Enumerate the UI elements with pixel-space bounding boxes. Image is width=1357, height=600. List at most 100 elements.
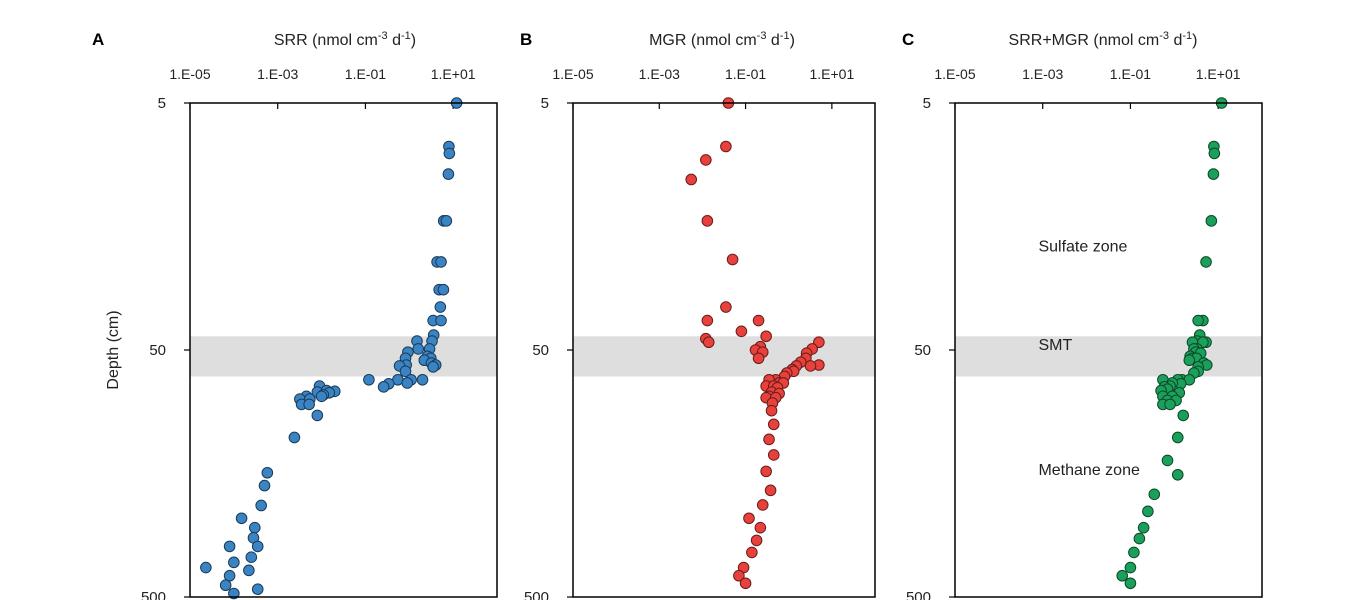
data-point [435, 314, 447, 327]
x-axis-title: MGR (nmol cm-3 d-1) [649, 30, 795, 49]
smt-shaded-band [190, 336, 497, 377]
data-point [1124, 577, 1137, 590]
data-point [767, 418, 780, 431]
data-point [315, 390, 328, 403]
data-point [685, 173, 698, 186]
panel-b: B MGR (nmol cm-3 d-1) 1.E-05 1.E-03 1.E-01 1.… [520, 30, 876, 600]
data-point [228, 587, 240, 600]
data-point [702, 336, 715, 349]
data-point [756, 499, 769, 511]
y-tick-label: 50 [532, 342, 549, 359]
data-point [752, 314, 765, 327]
data-point [255, 499, 267, 512]
data-point [733, 569, 745, 582]
data-point [223, 569, 236, 582]
data-point [754, 521, 767, 534]
data-point [701, 215, 714, 227]
zone-annotation: Sulfate zone [1038, 239, 1127, 256]
data-point [735, 325, 748, 338]
data-point [235, 512, 248, 525]
data-point [1177, 409, 1190, 422]
data-point [720, 301, 732, 313]
x-tick-label: 1.E+01 [431, 66, 476, 82]
data-point [1205, 215, 1218, 227]
data-point [435, 256, 447, 268]
data-point [311, 409, 324, 422]
data-point [440, 215, 453, 227]
data-point [720, 140, 732, 153]
x-tick-label: 1.E+01 [1196, 66, 1241, 82]
panels: A SRR (nmol cm-3 d-1) 1.E-05 1.E-03 1.E-01 1.… [92, 30, 1263, 600]
panel-c: C SRR+MGR (nmol cm-3 d-1) 1.E-05 1.E-03 1.E-… [902, 30, 1263, 600]
x-tick-label: 1.E-03 [257, 66, 298, 82]
x-tick-label: 1.E-01 [1110, 66, 1151, 82]
x-tick-label: 1.E-01 [345, 66, 386, 82]
x-tick-label: 1.E-01 [725, 66, 766, 82]
x-axis-title: SRR (nmol cm-3 d-1) [274, 30, 416, 49]
data-point [223, 540, 236, 553]
data-point [700, 154, 712, 166]
data-point [251, 583, 264, 596]
data-point [739, 577, 752, 590]
data-point [228, 556, 240, 569]
data-point [443, 147, 456, 160]
x-tick-label: 1.E-03 [1022, 66, 1063, 82]
y-tick-label: 5 [923, 95, 931, 112]
x-tick-label: 1.E-05 [169, 66, 210, 82]
data-point [437, 283, 450, 296]
y-tick-label: 5 [158, 95, 166, 112]
panel-a: A SRR (nmol cm-3 d-1) 1.E-05 1.E-03 1.E-01 1.… [92, 30, 498, 600]
data-point [1208, 147, 1221, 160]
data-point [412, 343, 425, 355]
data-point [767, 449, 780, 461]
data-point [251, 540, 264, 553]
y-axis-label: Depth (cm) [105, 310, 122, 389]
data-point [750, 534, 763, 547]
x-tick-label: 1.E-05 [934, 66, 975, 82]
data-point [261, 466, 274, 479]
x-tick-label: 1.E+01 [809, 66, 854, 82]
panel-letter: A [92, 30, 104, 49]
data-point [1192, 314, 1204, 327]
y-tick-label: 50 [914, 342, 931, 359]
data-point [1148, 488, 1161, 501]
data-point [248, 521, 261, 534]
x-tick-label: 1.E-05 [552, 66, 593, 82]
data-point [1116, 569, 1129, 582]
data-point [363, 373, 375, 386]
panel-letter: B [520, 30, 532, 49]
data-point [1164, 398, 1176, 411]
data-point [1183, 354, 1196, 367]
data-point [1171, 431, 1184, 444]
panel-letter: C [902, 30, 914, 49]
x-axis-title: SRR+MGR (nmol cm-3 d-1) [1009, 30, 1198, 49]
data-point [1128, 546, 1140, 559]
data-point [416, 373, 429, 386]
data-point [760, 330, 772, 343]
data-point [763, 433, 775, 446]
data-point [726, 253, 739, 266]
plot-frame [572, 102, 876, 598]
data-point [200, 561, 212, 574]
data-point [258, 479, 271, 492]
data-point [1137, 521, 1150, 534]
data-point [303, 398, 315, 411]
y-tick-label: 500 [524, 589, 549, 600]
data-point [377, 381, 390, 393]
x-tick-label: 1.E-03 [639, 66, 680, 82]
data-point [1142, 505, 1154, 518]
data-point [765, 404, 778, 417]
plot-frame [954, 102, 1263, 598]
data-point [701, 314, 714, 327]
data-point [1124, 561, 1137, 574]
data-point [399, 365, 412, 378]
data-point [1207, 168, 1220, 180]
data-point [746, 546, 758, 559]
data-point [401, 377, 414, 389]
data-point [752, 352, 765, 365]
data-point [434, 301, 447, 313]
data-point [288, 431, 301, 444]
data-point [804, 360, 817, 372]
data-point [1200, 256, 1212, 268]
